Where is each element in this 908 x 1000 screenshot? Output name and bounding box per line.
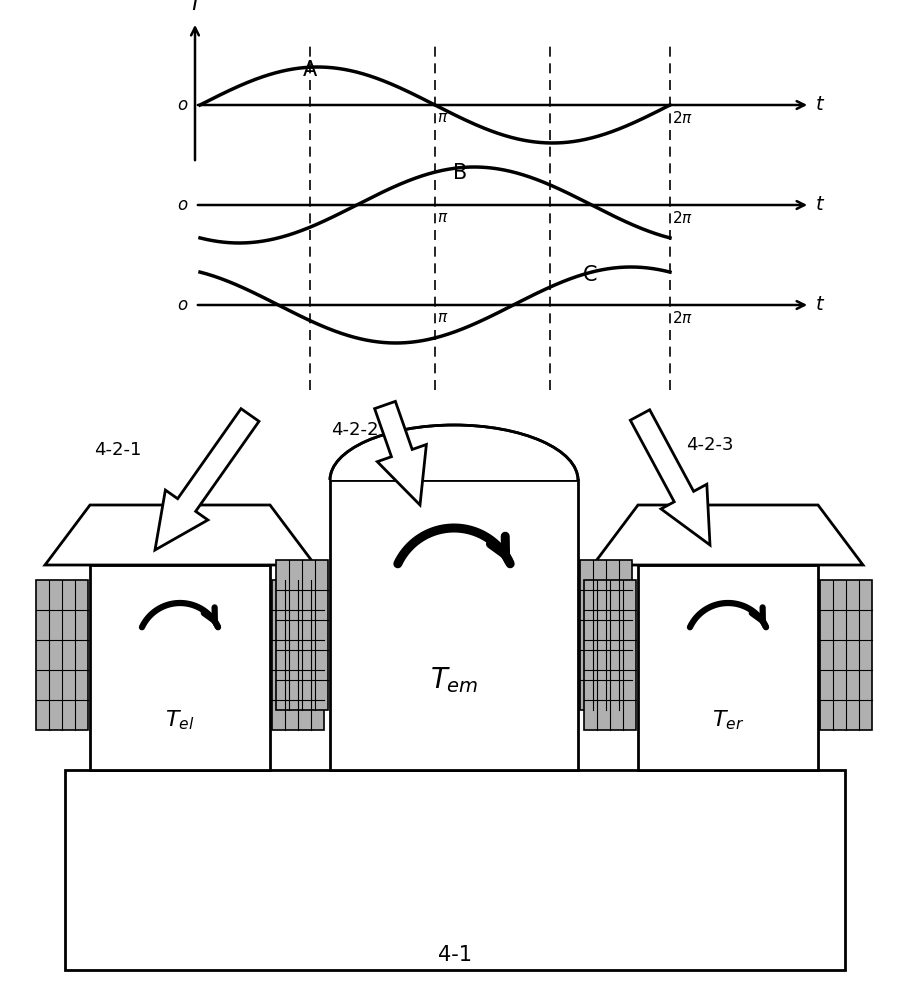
Text: $o$: $o$: [176, 96, 188, 114]
Bar: [638, 565, 818, 770]
Bar: [580, 560, 632, 710]
Text: $\pi$: $\pi$: [437, 210, 449, 225]
Bar: [90, 565, 270, 770]
Text: $2\pi$: $2\pi$: [672, 310, 693, 326]
Text: $t$: $t$: [815, 96, 825, 114]
Polygon shape: [155, 409, 259, 550]
Text: 4-2-2: 4-2-2: [331, 421, 379, 439]
Text: $t$: $t$: [815, 196, 825, 215]
Bar: [36, 580, 88, 730]
Polygon shape: [375, 401, 427, 505]
Text: A: A: [303, 60, 317, 80]
Text: $o$: $o$: [176, 196, 188, 214]
Polygon shape: [630, 410, 710, 545]
Bar: [272, 580, 324, 730]
Text: $2\pi$: $2\pi$: [672, 110, 693, 126]
Text: $T_{el}$: $T_{el}$: [165, 708, 194, 732]
Text: $T_{er}$: $T_{er}$: [712, 708, 745, 732]
Text: $\pi$: $\pi$: [437, 310, 449, 325]
Text: $T_{em}$: $T_{em}$: [429, 665, 479, 695]
Bar: [276, 560, 328, 710]
Text: 4-2-3: 4-2-3: [686, 436, 734, 454]
Bar: [330, 480, 578, 770]
Text: B: B: [453, 163, 467, 183]
Bar: [584, 580, 636, 730]
Text: $o$: $o$: [176, 296, 188, 314]
Bar: [820, 580, 872, 730]
Polygon shape: [593, 505, 863, 565]
Text: 4-1: 4-1: [438, 945, 472, 965]
Text: $t$: $t$: [815, 296, 825, 314]
Polygon shape: [45, 505, 315, 565]
Text: $2\pi$: $2\pi$: [672, 210, 693, 226]
Text: $i$: $i$: [191, 0, 199, 15]
Polygon shape: [330, 425, 578, 480]
Text: $\pi$: $\pi$: [437, 110, 449, 125]
Text: C: C: [583, 265, 597, 285]
Text: 4-2-1: 4-2-1: [94, 441, 142, 459]
Bar: [65, 770, 845, 970]
